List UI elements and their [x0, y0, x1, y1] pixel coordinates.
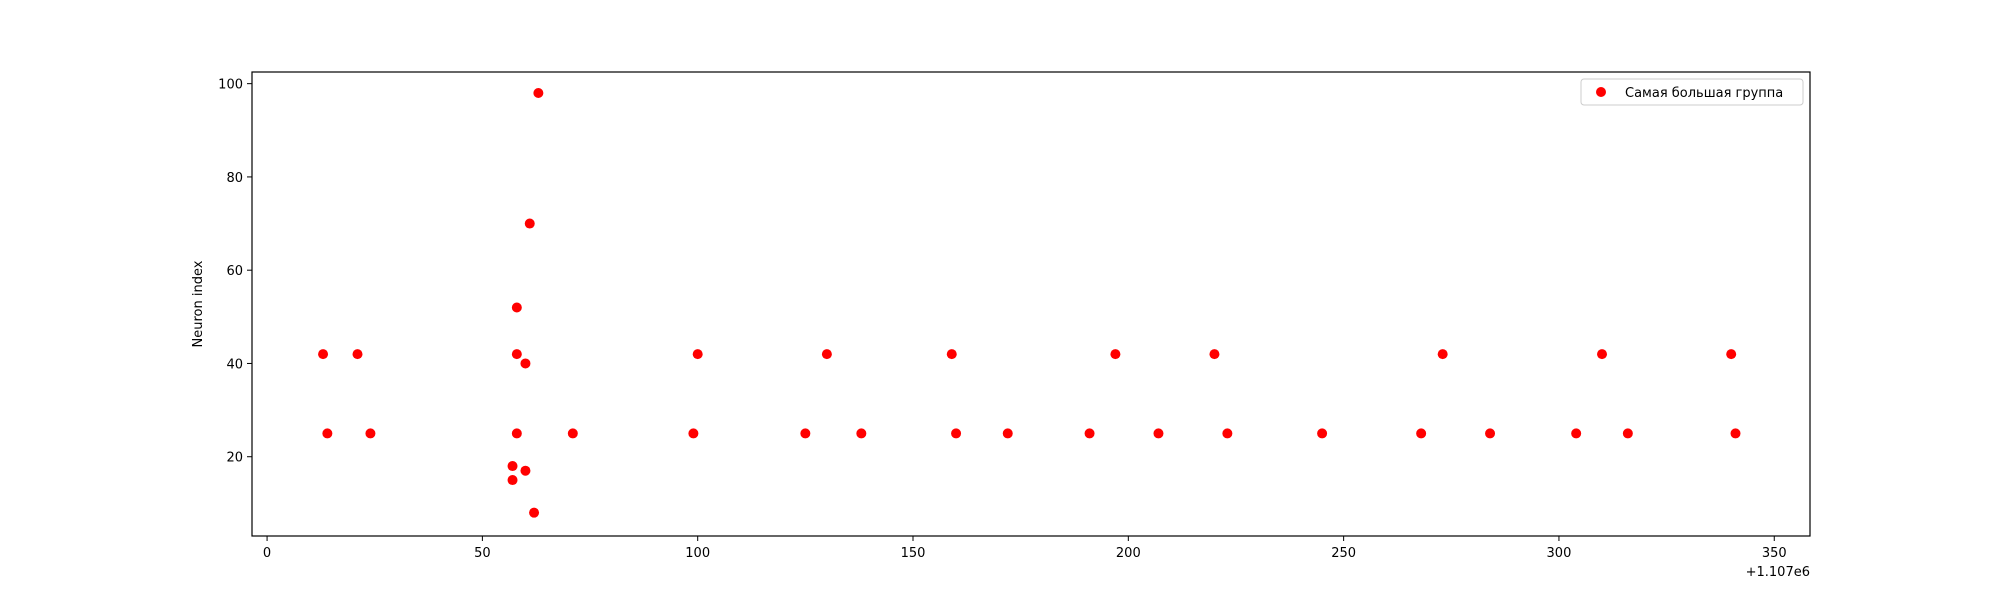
- data-point: [511, 302, 522, 313]
- x-tick-label: 0: [263, 546, 271, 561]
- legend-box: [1580, 78, 1804, 106]
- data-point: [1485, 428, 1496, 439]
- data-point: [567, 428, 578, 439]
- x-tick-label: 200: [1116, 546, 1141, 561]
- data-point: [520, 465, 531, 476]
- data-point: [1597, 349, 1608, 360]
- data-point: [352, 349, 363, 360]
- data-point: [1571, 428, 1582, 439]
- data-point: [511, 428, 522, 439]
- data-point: [318, 349, 329, 360]
- data-point: [692, 349, 703, 360]
- y-tick-label: 20: [226, 451, 243, 466]
- x-axis-ticks: 0 50 100 150 200 250 300 350: [263, 536, 1787, 561]
- data-point: [507, 475, 518, 486]
- data-points: [318, 87, 1741, 518]
- data-point: [1209, 349, 1220, 360]
- data-point: [821, 349, 832, 360]
- data-point: [688, 428, 699, 439]
- data-point: [1437, 349, 1448, 360]
- data-point: [524, 218, 535, 229]
- data-point: [1622, 428, 1633, 439]
- data-point: [529, 507, 540, 518]
- data-point: [1002, 428, 1013, 439]
- x-axis-offset-label: +1.107e6: [1746, 565, 1810, 580]
- data-point: [1416, 428, 1427, 439]
- data-point: [511, 349, 522, 360]
- x-tick-label: 350: [1762, 546, 1787, 561]
- y-tick-label: 100: [218, 78, 243, 93]
- legend-marker: [1596, 87, 1606, 97]
- data-point: [1222, 428, 1233, 439]
- data-point: [1153, 428, 1164, 439]
- legend-label: Самая большая группа: [1625, 86, 1783, 101]
- legend: Самая большая группа: [1580, 78, 1804, 106]
- data-point: [1317, 428, 1328, 439]
- data-point: [1110, 349, 1121, 360]
- data-point: [507, 461, 518, 472]
- x-tick-label: 150: [901, 546, 926, 561]
- y-tick-label: 60: [226, 264, 243, 279]
- data-point: [946, 349, 957, 360]
- data-point: [800, 428, 811, 439]
- y-tick-label: 80: [226, 171, 243, 186]
- x-tick-label: 300: [1547, 546, 1572, 561]
- data-point: [1084, 428, 1095, 439]
- x-tick-label: 250: [1331, 546, 1356, 561]
- y-axis-ticks: 20 40 60 80 100: [218, 78, 252, 466]
- data-point: [951, 428, 962, 439]
- data-point: [1726, 349, 1737, 360]
- data-point: [365, 428, 376, 439]
- data-point: [520, 358, 531, 369]
- y-axis-label: Neuron index: [191, 260, 206, 347]
- data-point: [533, 87, 544, 98]
- x-tick-label: 100: [685, 546, 710, 561]
- plot-frame: [251, 71, 1811, 537]
- data-point: [1730, 428, 1741, 439]
- data-point: [856, 428, 867, 439]
- x-tick-label: 50: [474, 546, 491, 561]
- y-tick-label: 40: [226, 357, 243, 372]
- data-point: [322, 428, 333, 439]
